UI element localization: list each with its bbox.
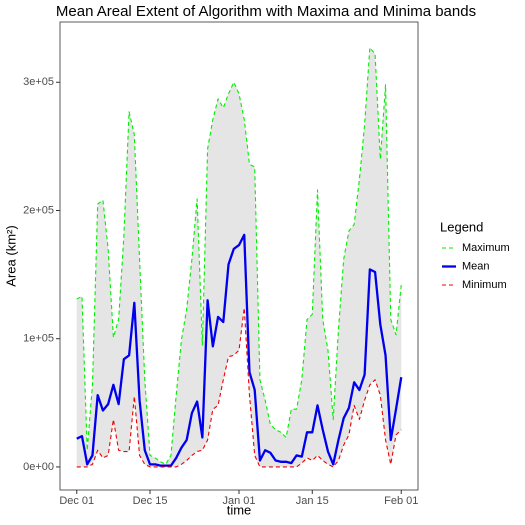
legend-title: Legend xyxy=(440,219,483,234)
min-max-band xyxy=(76,47,402,467)
chart-title: Mean Areal Extent of Algorithm with Maxi… xyxy=(56,3,476,20)
x-tick-label: Dec 01 xyxy=(59,495,94,507)
x-tick-label: Feb 01 xyxy=(384,495,418,507)
y-axis-title: Area (km²) xyxy=(3,225,18,286)
legend-label: Minimum xyxy=(462,279,507,291)
x-axis-title: time xyxy=(227,502,252,517)
panel-border xyxy=(59,21,419,491)
legend-label: Mean xyxy=(462,260,490,272)
series-line xyxy=(76,233,403,467)
series-line xyxy=(76,307,402,468)
legend-label: Maximum xyxy=(462,242,510,254)
x-tick-label: Jan 15 xyxy=(296,495,329,507)
series-line xyxy=(76,47,402,465)
y-tick-label: 0e+00 xyxy=(23,461,54,473)
y-tick-label: 1e+05 xyxy=(23,333,54,345)
y-tick-label: 3e+05 xyxy=(23,76,54,88)
x-tick-label: Jan 01 xyxy=(222,495,255,507)
x-tick-label: Dec 15 xyxy=(133,495,168,507)
y-tick-label: 2e+05 xyxy=(23,204,54,216)
